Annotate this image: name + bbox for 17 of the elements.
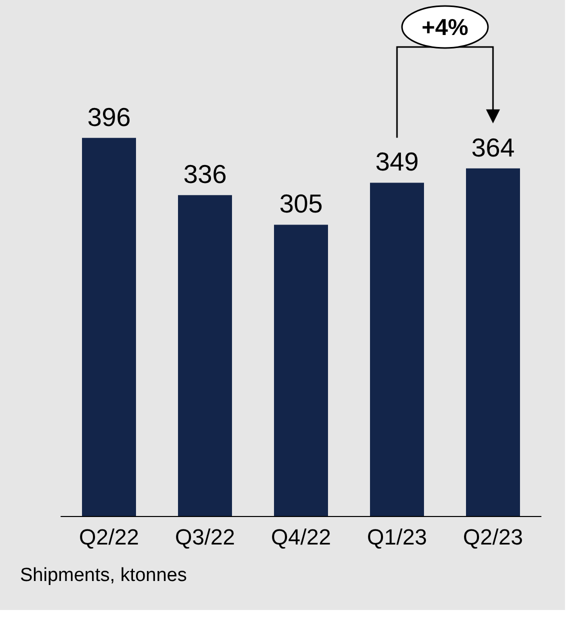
text: Shipments, ktonnes: [20, 565, 187, 587]
x-tick-label: Q2/22: [79, 524, 139, 550]
bar: [370, 182, 424, 516]
text: +4%: [422, 14, 468, 40]
data-label: 336: [183, 159, 227, 190]
bar: [274, 224, 328, 516]
bar: [178, 195, 232, 516]
data-label: 396: [87, 102, 131, 132]
bar: [82, 138, 136, 516]
x-tick-label: Q2/23: [463, 524, 523, 550]
bar: [466, 168, 520, 516]
x-tick-label: Q4/22: [271, 524, 331, 550]
x-tick-label: Q1/23: [367, 524, 427, 550]
data-label: 349: [375, 146, 419, 177]
data-label: 364: [471, 132, 515, 162]
data-label: 305: [279, 188, 323, 219]
x-tick-label: Q3/22: [175, 524, 235, 550]
